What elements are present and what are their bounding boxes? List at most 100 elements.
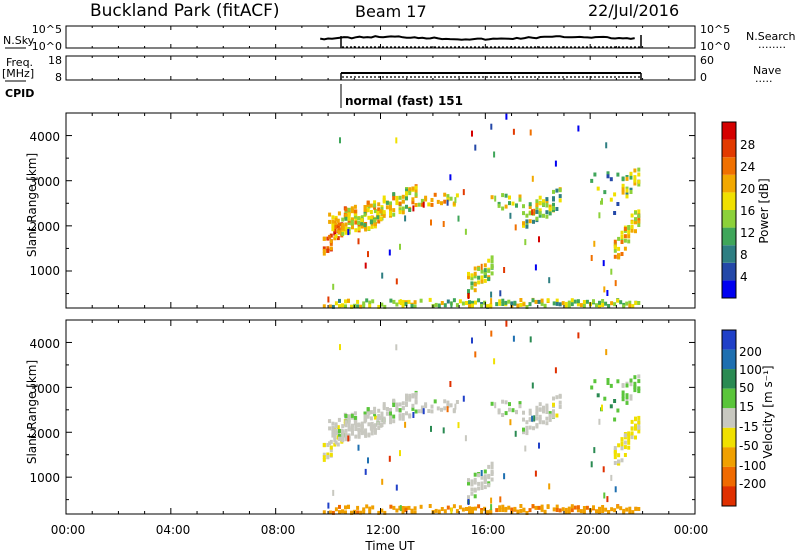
velocity-cell — [436, 406, 440, 411]
power-cell — [357, 221, 361, 225]
power-cell — [398, 210, 402, 215]
power-cell — [359, 304, 363, 309]
velocity-cell — [542, 420, 545, 425]
power-cell — [365, 298, 369, 303]
power-cell — [369, 219, 373, 224]
power-cell — [629, 175, 633, 180]
velocity-cell — [504, 506, 508, 511]
power-cell — [633, 168, 637, 173]
power-cbar-tick-4: 4 — [740, 270, 748, 284]
power-cell — [347, 207, 351, 212]
power-cell — [495, 302, 499, 307]
velocity-cell — [497, 410, 501, 415]
power-cell-sparse — [601, 198, 603, 205]
power-cell — [367, 215, 371, 220]
velocity-cell — [344, 505, 347, 510]
power-cell — [501, 206, 505, 211]
power-cell-sparse — [531, 175, 534, 182]
power-cell — [483, 274, 487, 278]
velocity-cell-sparse — [505, 320, 508, 327]
power-cell-sparse — [430, 219, 432, 226]
power-cell-sparse — [399, 243, 401, 250]
x-axis: 00:00 04:00 08:00 12:00 16:00 20:00 00:0… — [51, 523, 709, 553]
power-cell — [507, 299, 511, 304]
power-cell — [446, 194, 450, 199]
power-cell-sparse — [457, 215, 460, 222]
velocity-cell — [630, 435, 634, 440]
power-cell — [483, 263, 487, 268]
velocity-cell — [627, 437, 631, 442]
power-cell — [333, 236, 337, 241]
velocity-cell — [452, 504, 456, 509]
power-cell — [592, 299, 595, 304]
power-cell-sparse — [395, 278, 398, 285]
velocity-cell — [427, 409, 431, 413]
velocity-cell — [414, 409, 418, 414]
power-cell — [501, 298, 505, 303]
power-cell — [344, 226, 348, 231]
velocity-cell — [540, 504, 544, 509]
power-cbar-tick-16: 16 — [740, 204, 755, 218]
power-cell — [364, 225, 368, 230]
power-cell — [590, 178, 594, 183]
freq-ticks — [65, 56, 696, 80]
velocity-cell — [471, 509, 474, 514]
power-cbar-tick-20: 20 — [740, 182, 755, 196]
velocity-cell-sparse — [490, 330, 493, 337]
power-cell — [555, 301, 559, 306]
velocity-cell — [606, 378, 610, 382]
power-cell-sparse — [490, 298, 493, 305]
velocity-cell — [609, 383, 613, 388]
power-cell — [637, 209, 641, 214]
velocity-cell — [528, 411, 532, 416]
power-cell — [414, 192, 418, 197]
power-cell — [405, 196, 408, 201]
velocity-cell — [558, 400, 562, 405]
power-cell — [373, 218, 377, 223]
velocity-cell — [379, 423, 383, 427]
power-cell — [401, 206, 405, 211]
velocity-cell — [593, 379, 597, 384]
power-cell — [535, 216, 539, 221]
velocity-cell — [331, 433, 335, 438]
power-cell — [531, 298, 535, 303]
colorbar-segment — [722, 157, 736, 175]
velocity-cell — [341, 424, 345, 429]
velocity-cell — [408, 414, 412, 419]
velocity-cell — [613, 455, 617, 460]
velocity-cell — [373, 406, 377, 411]
velocity-cell — [489, 509, 493, 514]
velocity-cell — [344, 428, 348, 433]
power-cell-sparse — [395, 137, 398, 144]
power-cell — [501, 302, 505, 306]
power-cell — [552, 196, 555, 201]
power-cell — [593, 172, 597, 177]
velocity-cell — [334, 431, 338, 436]
velocity-cell — [595, 509, 598, 514]
power-cell — [525, 224, 529, 229]
power-cell — [376, 210, 380, 215]
velocity-panel: Slant Range [km] 1000 2000 3000 4000 Vel… — [25, 319, 775, 515]
velocity-cell — [582, 510, 586, 514]
power-cell — [357, 226, 361, 231]
velocity-cell — [347, 433, 351, 438]
power-panel: Slant Range [km] 1000 2000 3000 4000 Pow… — [25, 112, 771, 309]
velocity-cell — [363, 411, 367, 416]
power-cell — [542, 199, 545, 204]
power-cell — [522, 211, 525, 216]
velocity-cell — [522, 430, 525, 435]
power-cell — [637, 223, 641, 227]
power-cell — [538, 201, 542, 206]
colorbar-segment — [722, 447, 736, 467]
velocity-cell — [470, 491, 474, 496]
velocity-cell — [326, 455, 330, 460]
power-cell — [606, 174, 610, 179]
power-cell — [322, 246, 326, 251]
velocity-cell — [548, 413, 552, 418]
power-cell — [385, 200, 389, 205]
power-cell — [546, 298, 550, 303]
power-cell — [357, 224, 361, 229]
power-cell — [625, 301, 629, 306]
velocity-cell — [338, 504, 341, 509]
power-cell — [392, 192, 396, 197]
